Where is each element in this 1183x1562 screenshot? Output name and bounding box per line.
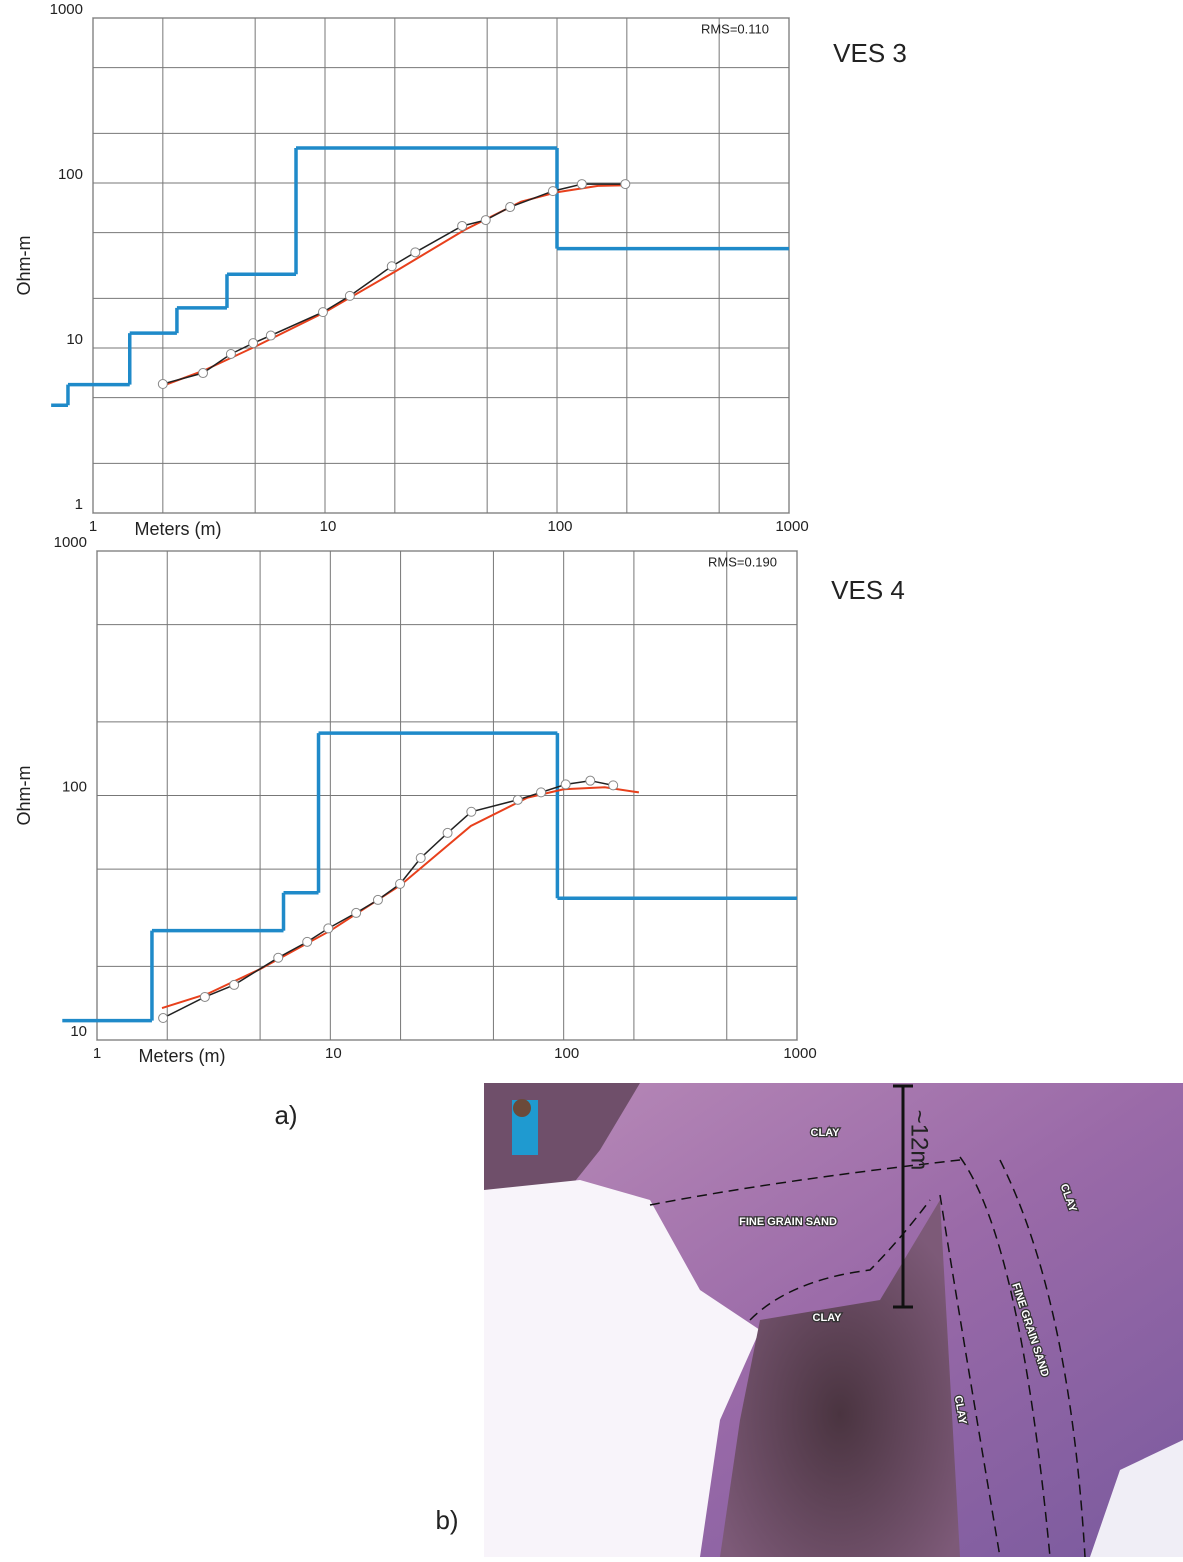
photo-label: CLAY [811,1127,841,1139]
pit [720,1200,960,1557]
x-tick-label: 1000 [783,1045,816,1062]
x-tick-label: 1 [93,1045,101,1062]
data-point [415,853,426,864]
y-axis-label: Ohm-m [14,236,34,296]
data-point [505,202,516,213]
data-point [386,261,397,272]
data-point [198,368,209,379]
annotation: RMS=0.110 [701,21,769,36]
scale-bar [893,1084,913,1309]
data-point [466,806,477,817]
data-point [410,247,421,258]
y-tick-label: 1000 [50,1,83,18]
data-point [536,787,547,798]
photo: CLAY FINE GRAIN SAND CLAY CLAY FINE GRAI… [484,1083,1183,1558]
scale-label: ~12m [906,1110,933,1171]
data-point [323,923,334,934]
y-tick-label: 1 [75,496,83,513]
y-tick-label: 100 [62,778,87,795]
data-point [560,779,571,790]
data-point [351,907,362,918]
layer-boundaries [649,1156,1086,1558]
data-point [157,379,168,390]
y-axis-label: Ohm-m [14,766,34,826]
data-point [620,179,631,190]
data-point [344,290,355,301]
photo-label: FINE GRAIN SAND [739,1216,837,1228]
data-point [248,338,259,349]
x-tick-label: 100 [554,1045,579,1062]
data-point [480,215,491,226]
x-tick-label: 1 [89,518,97,535]
data-point [158,1013,169,1024]
data-point [372,894,383,905]
data-point [547,186,558,197]
sand-patch [1090,1440,1183,1557]
photo-label: CLAY [813,1312,843,1324]
x-tick-label: 100 [547,518,572,535]
x-axis-label: Meters (m) [135,519,222,539]
data-point [608,780,619,791]
data-point [512,794,523,805]
sand-slope [484,1180,760,1557]
data-point [457,220,468,231]
data-point [302,936,313,947]
person-head [513,1099,531,1117]
data-point [442,827,453,838]
x-tick-label: 10 [320,518,337,535]
data-point [265,330,276,341]
data-point [199,991,210,1002]
data-point [225,348,236,359]
x-tick-label: 1000 [775,518,808,535]
data-point [395,878,406,889]
chart-title: VES 3 [833,38,907,68]
y-tick-label: 100 [58,166,83,183]
data-point [576,179,587,190]
panel-label: a) [274,1100,297,1130]
y-tick-label: 1000 [54,534,87,551]
annotation: RMS=0.190 [708,554,777,569]
x-axis-label: Meters (m) [139,1046,226,1066]
data-point [585,775,596,786]
y-tick-label: 10 [66,331,83,348]
data-point [317,307,328,318]
panel-label: b) [435,1505,458,1535]
data-point [273,952,284,963]
data-point [229,979,240,990]
y-tick-label: 10 [70,1023,87,1040]
x-tick-label: 10 [325,1045,342,1062]
plot-frame [92,17,790,514]
chart-title: VES 4 [831,575,905,605]
